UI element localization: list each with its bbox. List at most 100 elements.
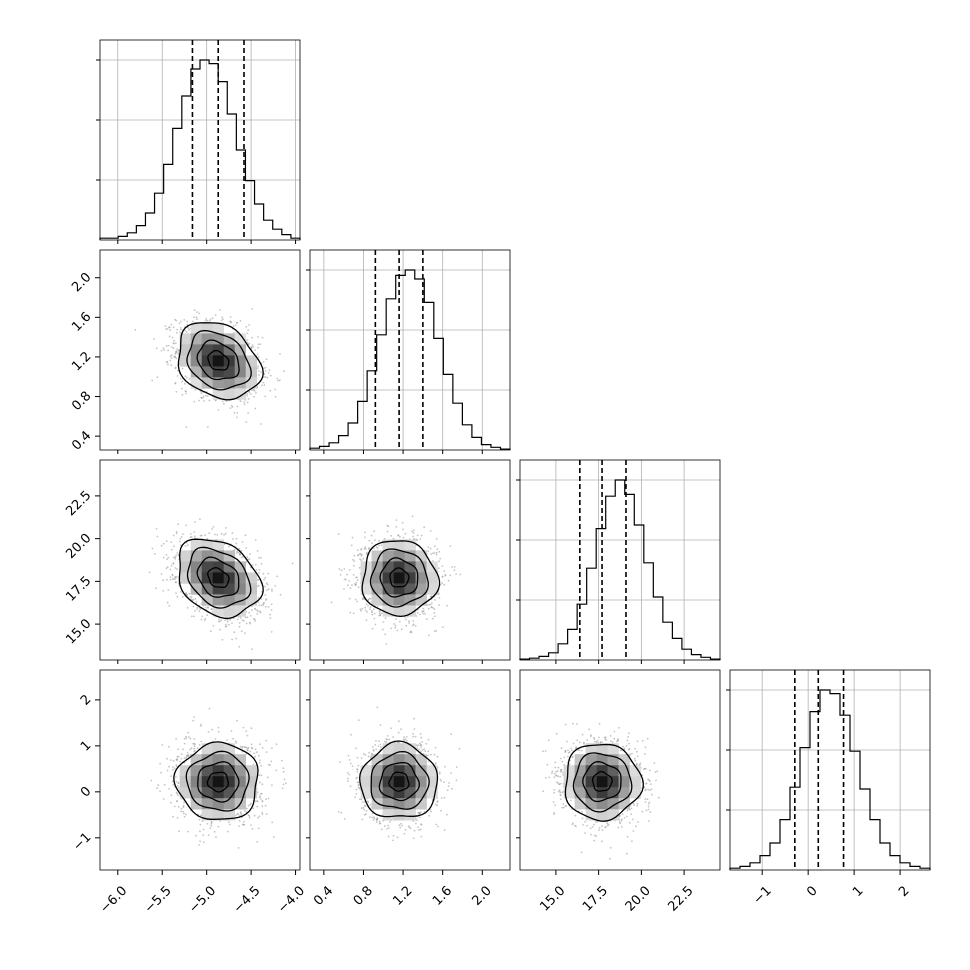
panel-frame bbox=[310, 250, 510, 450]
sample-point bbox=[186, 606, 189, 609]
sample-point bbox=[179, 327, 182, 329]
sample-point bbox=[382, 621, 385, 623]
sample-point bbox=[164, 325, 167, 327]
x-tick-label-3-2: 1 bbox=[850, 884, 866, 900]
sample-point bbox=[283, 370, 285, 373]
sample-point bbox=[176, 568, 178, 570]
sample-point bbox=[440, 780, 443, 782]
sample-point bbox=[267, 797, 270, 800]
sample-point bbox=[189, 748, 192, 751]
sample-point bbox=[447, 785, 450, 787]
sample-point bbox=[433, 615, 436, 618]
sample-point bbox=[257, 596, 260, 599]
sample-point bbox=[373, 617, 376, 620]
sample-point bbox=[212, 625, 215, 627]
sample-point bbox=[413, 717, 415, 720]
sample-point bbox=[387, 525, 390, 528]
density-cell bbox=[596, 809, 608, 821]
sample-point bbox=[645, 788, 647, 791]
sample-point bbox=[185, 392, 188, 395]
sample-point bbox=[593, 834, 596, 837]
sample-point bbox=[443, 583, 445, 586]
sample-point bbox=[255, 392, 257, 394]
sample-point bbox=[618, 815, 621, 818]
density-cell bbox=[223, 550, 235, 562]
sample-point bbox=[202, 834, 205, 836]
density-cell bbox=[234, 754, 246, 766]
contour-3 bbox=[178, 538, 264, 619]
density-cell bbox=[596, 765, 608, 777]
sample-point bbox=[159, 762, 162, 765]
sample-point bbox=[356, 781, 359, 783]
sample-point bbox=[167, 589, 170, 591]
sample-point bbox=[196, 318, 198, 321]
sample-point bbox=[255, 751, 258, 754]
sample-point bbox=[360, 609, 362, 612]
sample-point bbox=[239, 553, 242, 555]
sample-point bbox=[250, 346, 253, 348]
sample-point bbox=[421, 610, 424, 612]
density-cell bbox=[190, 798, 202, 810]
sample-point bbox=[544, 777, 547, 779]
density-cell bbox=[234, 561, 246, 573]
sample-point bbox=[264, 585, 266, 588]
density-cell bbox=[223, 743, 235, 755]
density-cell bbox=[212, 539, 224, 551]
sample-point bbox=[179, 331, 181, 334]
sample-point bbox=[175, 765, 178, 768]
sample-point bbox=[390, 534, 392, 537]
contour-0 bbox=[591, 770, 613, 792]
density-cell bbox=[223, 344, 235, 356]
sample-point bbox=[245, 547, 248, 549]
sample-point bbox=[176, 755, 179, 758]
sample-point bbox=[267, 588, 270, 590]
sample-point bbox=[181, 380, 184, 383]
sample-point bbox=[450, 772, 452, 774]
sample-point bbox=[443, 570, 446, 572]
density-cell bbox=[212, 366, 224, 378]
density-cell bbox=[234, 333, 246, 345]
sample-point bbox=[358, 553, 361, 556]
sample-point bbox=[279, 593, 282, 596]
sample-point bbox=[193, 742, 196, 745]
histogram-step-0 bbox=[99, 59, 301, 240]
y-tick-label-1-4: 2.0 bbox=[69, 270, 94, 295]
sample-point bbox=[418, 812, 421, 815]
sample-point bbox=[343, 568, 346, 570]
sample-point bbox=[246, 393, 249, 395]
sample-point bbox=[641, 740, 644, 742]
sample-point bbox=[637, 821, 639, 823]
sample-point bbox=[416, 611, 419, 614]
sample-point bbox=[443, 796, 446, 799]
sample-point bbox=[170, 564, 173, 567]
sample-point bbox=[553, 791, 555, 794]
sample-point bbox=[231, 406, 234, 408]
density-cell bbox=[201, 333, 213, 345]
sample-point bbox=[181, 367, 184, 370]
sample-point bbox=[232, 737, 234, 740]
sample-point bbox=[219, 309, 222, 311]
sample-point bbox=[178, 349, 180, 352]
sample-point bbox=[214, 314, 217, 316]
sample-point bbox=[274, 395, 277, 398]
sample-point bbox=[168, 335, 171, 338]
sample-point bbox=[372, 819, 375, 821]
sample-point bbox=[238, 625, 241, 628]
sample-point bbox=[361, 818, 364, 821]
histogram-step-3 bbox=[729, 689, 931, 870]
density-cell bbox=[190, 377, 202, 389]
sample-point bbox=[170, 357, 173, 359]
sample-point bbox=[636, 755, 639, 758]
density-cell bbox=[201, 583, 213, 595]
sample-point bbox=[338, 568, 341, 570]
sample-point bbox=[249, 615, 252, 617]
sample-point bbox=[231, 638, 234, 641]
sample-point bbox=[553, 789, 555, 791]
sample-point bbox=[656, 770, 659, 773]
sample-point bbox=[188, 592, 191, 595]
sample-point bbox=[225, 625, 228, 628]
sample-point bbox=[205, 318, 208, 320]
sample-point bbox=[246, 339, 249, 341]
sample-point bbox=[189, 596, 192, 598]
sample-point bbox=[413, 829, 416, 832]
